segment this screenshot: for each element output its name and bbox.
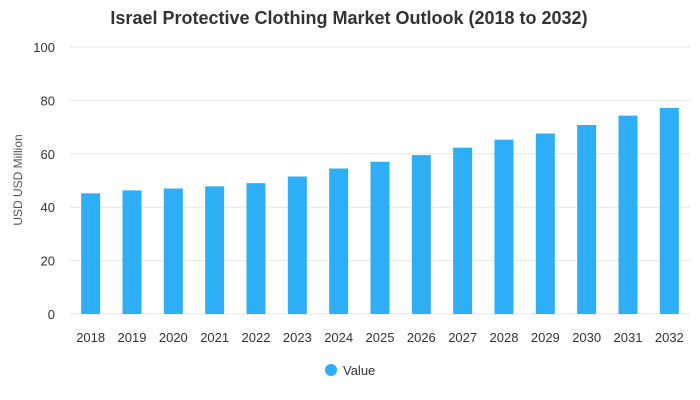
- x-tick-label: 2021: [200, 330, 229, 345]
- y-tick-label: 40: [41, 200, 55, 215]
- bar-2032: [659, 107, 679, 314]
- bar-2019: [122, 190, 142, 314]
- x-tick-label: 2030: [572, 330, 601, 345]
- bar-2027: [453, 147, 473, 314]
- bar-2022: [246, 183, 266, 314]
- x-tick-label: 2027: [448, 330, 477, 345]
- x-tick-label: 2024: [324, 330, 353, 345]
- y-tick-label: 0: [48, 307, 55, 322]
- x-tick-label: 2031: [614, 330, 643, 345]
- x-tick-label: 2020: [159, 330, 188, 345]
- y-tick-label: 20: [41, 254, 55, 269]
- bar-2026: [411, 155, 431, 314]
- bar-2021: [205, 186, 225, 314]
- bar-2023: [287, 176, 307, 314]
- chart-title: Israel Protective Clothing Market Outloo…: [110, 8, 587, 28]
- bar-2030: [577, 124, 597, 315]
- x-tick-label: 2028: [490, 330, 519, 345]
- y-axis-ticks: 0 20 40 60 80 100: [33, 40, 55, 322]
- y-tick-label: 80: [41, 93, 55, 108]
- x-tick-label: 2026: [407, 330, 436, 345]
- bar-2025: [370, 161, 390, 314]
- x-axis-ticks: 2018 2019 2020 2021 2022 2023 2024 2025 2026 2027…: [76, 330, 684, 345]
- bar-2031: [618, 115, 638, 314]
- x-tick-label: 2023: [283, 330, 312, 345]
- legend-label-value: Value: [343, 363, 375, 378]
- x-tick-label: 2032: [655, 330, 684, 345]
- bar-2018: [81, 193, 101, 314]
- y-tick-label: 100: [33, 40, 55, 55]
- bar-2020: [163, 188, 183, 314]
- bar-2029: [535, 133, 555, 314]
- legend: Value: [325, 363, 375, 378]
- bar-2024: [329, 168, 349, 314]
- bars: [81, 107, 679, 315]
- x-tick-label: 2018: [76, 330, 105, 345]
- legend-swatch-value: [325, 364, 337, 376]
- x-tick-label: 2025: [366, 330, 395, 345]
- x-tick-label: 2022: [242, 330, 271, 345]
- y-tick-label: 60: [41, 147, 55, 162]
- bar-2028: [494, 139, 514, 314]
- x-tick-label: 2019: [118, 330, 147, 345]
- x-tick-label: 2029: [531, 330, 560, 345]
- y-axis-label: USD USD Million: [11, 134, 25, 225]
